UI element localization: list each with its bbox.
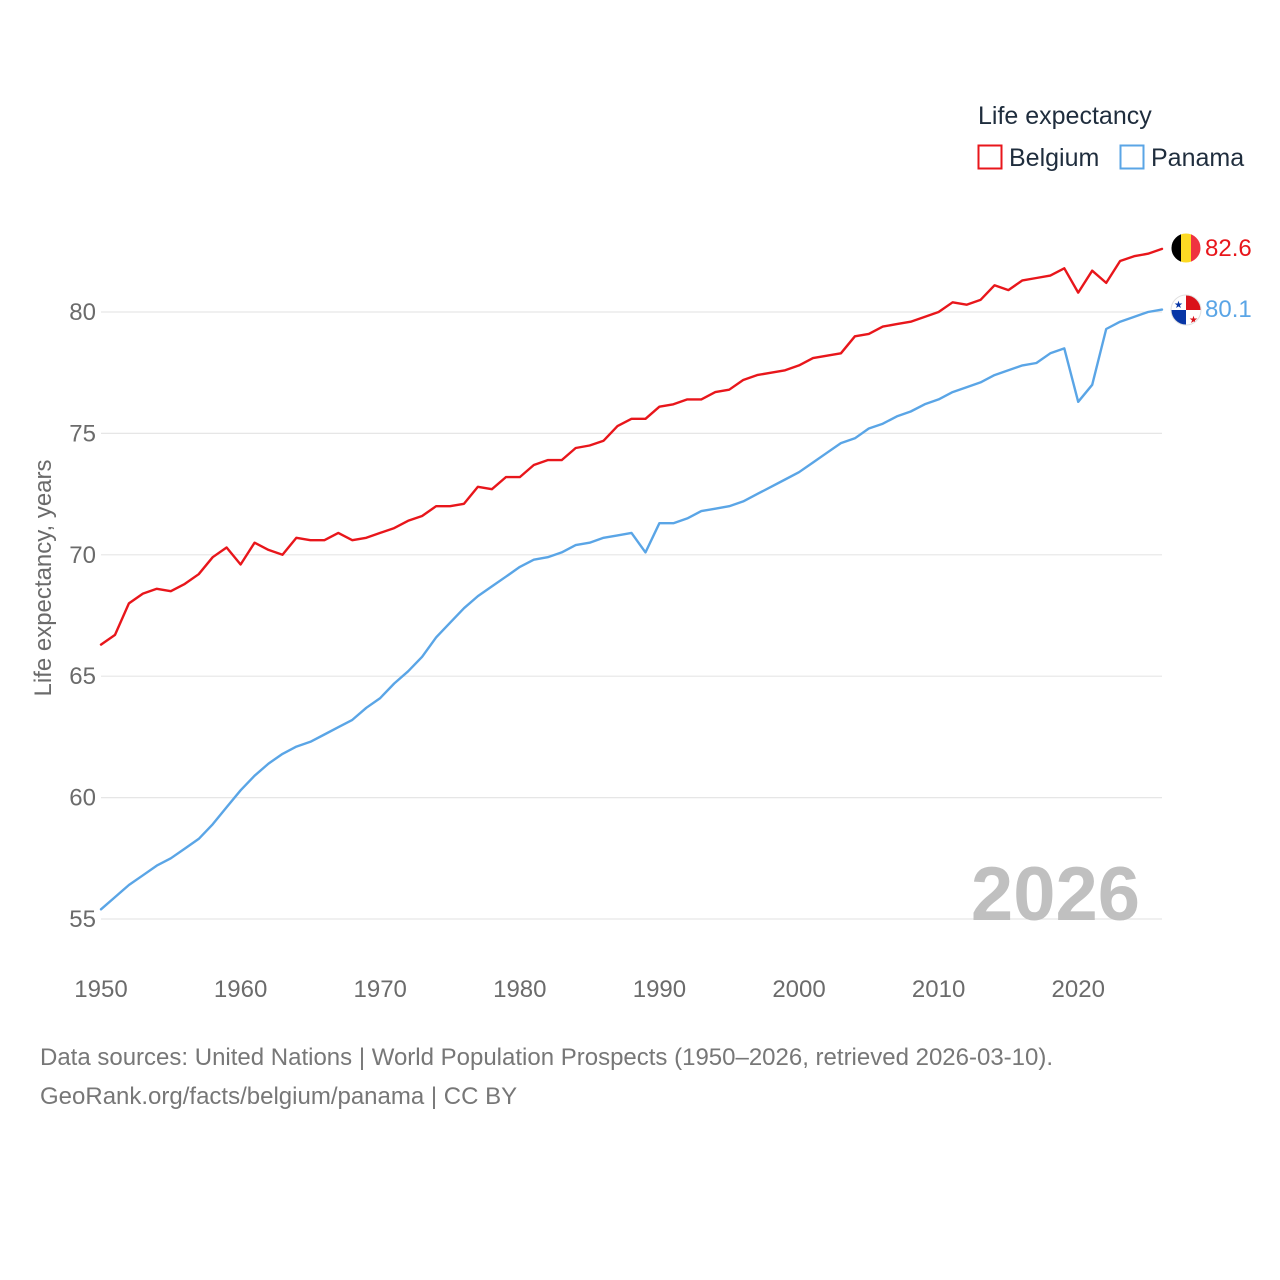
belgium-end-value: 82.6 (1205, 235, 1252, 262)
x-tick-label: 1950 (74, 976, 127, 1003)
data-source-note: Data sources: United Nations | World Pop… (40, 1044, 1054, 1071)
x-tick-label: 2000 (772, 976, 825, 1003)
x-tick-label: 1970 (354, 976, 407, 1003)
series-line-belgium (99, 247, 1164, 646)
x-tick-label: 2010 (912, 976, 965, 1003)
x-tick-label: 1990 (633, 976, 686, 1003)
credit-link[interactable]: GeoRank.org/facts/belgium/panama | CC BY (40, 1083, 518, 1110)
y-tick-label: 65 (69, 663, 96, 690)
y-tick-label: 80 (69, 299, 96, 326)
series-line-panama (99, 308, 1164, 911)
panama-end-value: 80.1 (1205, 296, 1252, 323)
current-year-label: 2026 (971, 852, 1140, 937)
y-axis-title: Life expectancy, years (30, 459, 57, 696)
legend: Belgium Panama (977, 144, 1244, 172)
svg-text:★: ★ (1174, 300, 1183, 311)
gridlines (101, 311, 1162, 920)
y-tick-label: 75 (69, 420, 96, 447)
belgium-flag-icon (1171, 233, 1201, 263)
legend-title: Life expectancy (978, 102, 1152, 130)
legend-swatch-panama (1119, 144, 1145, 170)
x-tick-label: 1980 (493, 976, 546, 1003)
y-tick-label: 55 (69, 906, 96, 933)
y-axis-ticks: 55 60 65 70 75 80 (69, 299, 96, 933)
x-tick-label: 2020 (1052, 976, 1105, 1003)
series-lines (99, 247, 1164, 911)
y-tick-label: 70 (69, 542, 96, 569)
svg-text:★: ★ (1189, 315, 1198, 326)
x-axis-ticks: 1950 1960 1970 1980 1990 2000 2010 2020 (74, 976, 1105, 1003)
legend-label-panama: Panama (1151, 144, 1244, 172)
legend-swatch-belgium (977, 144, 1003, 170)
x-tick-label: 1960 (214, 976, 267, 1003)
y-tick-label: 60 (69, 785, 96, 812)
legend-label-belgium: Belgium (1009, 144, 1099, 172)
